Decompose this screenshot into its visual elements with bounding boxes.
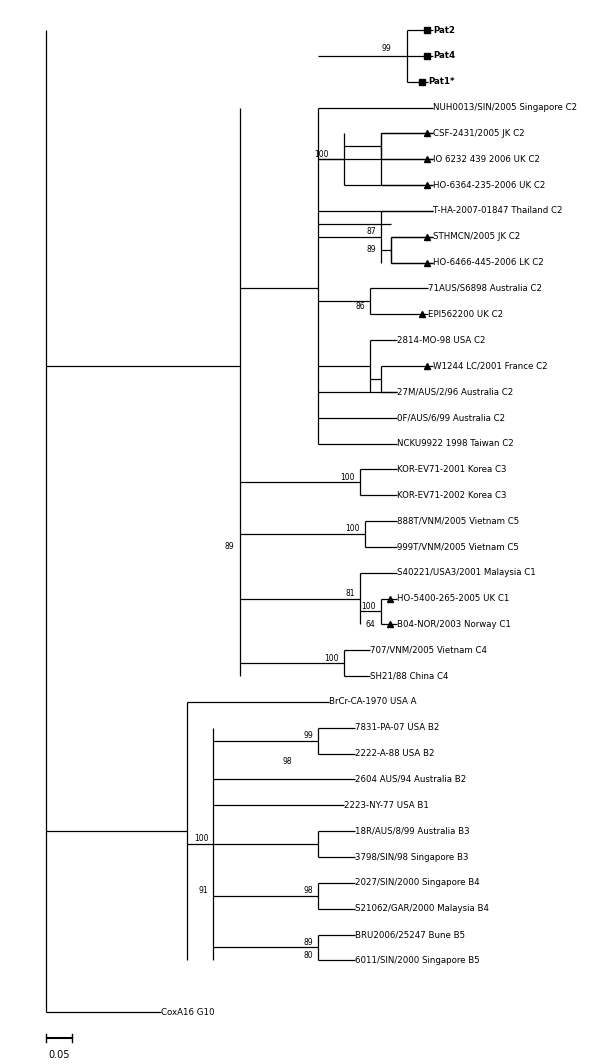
Text: CSF-2431/2005 JK C2: CSF-2431/2005 JK C2 <box>433 129 525 138</box>
Text: 99: 99 <box>303 731 313 741</box>
Text: HO-6364-235-2006 UK C2: HO-6364-235-2006 UK C2 <box>433 181 545 189</box>
Text: IO 6232 439 2006 UK C2: IO 6232 439 2006 UK C2 <box>433 154 540 164</box>
Text: 888T/VNM/2005 Vietnam C5: 888T/VNM/2005 Vietnam C5 <box>397 516 519 526</box>
Text: Pat2: Pat2 <box>433 26 455 34</box>
Text: 100: 100 <box>325 653 339 663</box>
Text: 100: 100 <box>361 602 376 611</box>
Text: 64: 64 <box>366 620 376 629</box>
Text: 100: 100 <box>346 525 360 533</box>
Text: Pat1*: Pat1* <box>428 78 454 86</box>
Text: 98: 98 <box>283 757 292 766</box>
Text: NCKU9922 1998 Taiwan C2: NCKU9922 1998 Taiwan C2 <box>397 439 514 448</box>
Text: S21062/GAR/2000 Malaysia B4: S21062/GAR/2000 Malaysia B4 <box>355 904 489 913</box>
Text: 81: 81 <box>345 588 355 598</box>
Text: SH21/88 China C4: SH21/88 China C4 <box>370 671 449 681</box>
Text: 99: 99 <box>382 44 391 52</box>
Text: 71AUS/S6898 Australia C2: 71AUS/S6898 Australia C2 <box>428 284 542 293</box>
Text: 100: 100 <box>314 150 329 159</box>
Text: 86: 86 <box>356 302 365 311</box>
Text: STHMCN/2005 JK C2: STHMCN/2005 JK C2 <box>433 232 520 242</box>
Text: CoxA16 G10: CoxA16 G10 <box>161 1008 215 1016</box>
Text: 707/VNM/2005 Vietnam C4: 707/VNM/2005 Vietnam C4 <box>370 646 487 654</box>
Text: 2222-A-88 USA B2: 2222-A-88 USA B2 <box>355 749 434 759</box>
Text: 27M/AUS/2/96 Australia C2: 27M/AUS/2/96 Australia C2 <box>397 387 513 396</box>
Text: NUH0013/SIN/2005 Singapore C2: NUH0013/SIN/2005 Singapore C2 <box>433 103 577 112</box>
Text: HO-6466-445-2006 LK C2: HO-6466-445-2006 LK C2 <box>433 259 544 267</box>
Text: KOR-EV71-2002 Korea C3: KOR-EV71-2002 Korea C3 <box>397 491 506 500</box>
Text: 89: 89 <box>225 543 235 551</box>
Text: T-HA-2007-01847 Thailand C2: T-HA-2007-01847 Thailand C2 <box>433 206 563 215</box>
Text: 87: 87 <box>366 227 376 236</box>
Text: 100: 100 <box>340 472 355 482</box>
Text: 100: 100 <box>194 834 208 844</box>
Text: 2223-NY-77 USA B1: 2223-NY-77 USA B1 <box>344 801 429 810</box>
Text: W1244 LC/2001 France C2: W1244 LC/2001 France C2 <box>433 362 548 370</box>
Text: 3798/SIN/98 Singapore B3: 3798/SIN/98 Singapore B3 <box>355 852 468 862</box>
Text: HO-5400-265-2005 UK C1: HO-5400-265-2005 UK C1 <box>397 594 509 603</box>
Text: 0F/AUS/6/99 Australia C2: 0F/AUS/6/99 Australia C2 <box>397 413 505 422</box>
Text: KOR-EV71-2001 Korea C3: KOR-EV71-2001 Korea C3 <box>397 465 506 473</box>
Text: EPI562200 UK C2: EPI562200 UK C2 <box>428 310 503 319</box>
Text: S40221/USA3/2001 Malaysia C1: S40221/USA3/2001 Malaysia C1 <box>397 568 535 578</box>
Text: 89: 89 <box>366 245 376 254</box>
Text: 98: 98 <box>303 886 313 895</box>
Text: 18R/AUS/8/99 Australia B3: 18R/AUS/8/99 Australia B3 <box>355 827 469 835</box>
Text: Pat4: Pat4 <box>433 51 455 61</box>
Text: BRU2006/25247 Bune B5: BRU2006/25247 Bune B5 <box>355 930 465 940</box>
Text: 6011/SIN/2000 Singapore B5: 6011/SIN/2000 Singapore B5 <box>355 955 479 965</box>
Text: 999T/VNM/2005 Vietnam C5: 999T/VNM/2005 Vietnam C5 <box>397 543 518 551</box>
Text: 91: 91 <box>199 886 208 895</box>
Text: B04-NOR/2003 Norway C1: B04-NOR/2003 Norway C1 <box>397 620 511 629</box>
Text: 89: 89 <box>303 937 313 947</box>
Text: 2027/SIN/2000 Singapore B4: 2027/SIN/2000 Singapore B4 <box>355 879 479 887</box>
Text: 7831-PA-07 USA B2: 7831-PA-07 USA B2 <box>355 724 439 732</box>
Text: 2814-MO-98 USA C2: 2814-MO-98 USA C2 <box>397 335 485 345</box>
Text: 2604 AUS/94 Australia B2: 2604 AUS/94 Australia B2 <box>355 775 466 784</box>
Text: 80: 80 <box>303 951 313 960</box>
Text: 0.05: 0.05 <box>49 1049 70 1060</box>
Text: BrCr-CA-1970 USA A: BrCr-CA-1970 USA A <box>329 698 416 706</box>
